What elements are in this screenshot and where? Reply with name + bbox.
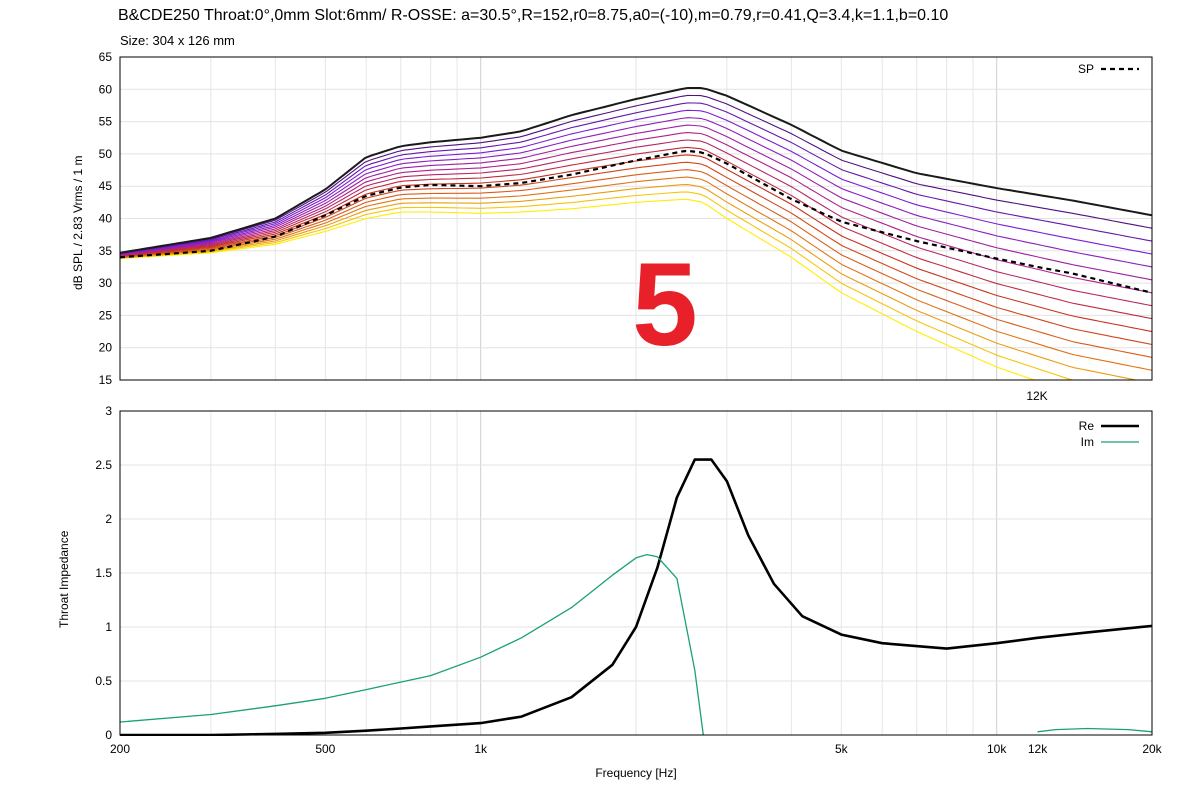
spl-y-tick-label: 30 <box>99 276 113 290</box>
impedance-x-ticks: 200 500 1k 5k 10k 12k 20k <box>110 742 1163 756</box>
spl-gradient-curve <box>120 154 1152 333</box>
spl-y-tick-label: 15 <box>99 373 113 387</box>
impedance-legend-label: Im <box>1081 435 1094 449</box>
impedance-y-tick-label: 0 <box>105 728 112 742</box>
spl-gradient-curve <box>120 184 1139 380</box>
impedance-y-tick-label: 0.5 <box>95 674 112 688</box>
impedance-x-tick-label: 1k <box>474 742 488 756</box>
spl-y-tick-label: 40 <box>99 212 113 226</box>
spl-gradient-curve <box>120 117 1152 268</box>
spl-gradient-curve <box>120 109 1152 255</box>
impedance-y-tick-label: 3 <box>105 404 112 418</box>
spl-gradient-curve <box>120 146 1152 320</box>
spl-gradient-curve <box>120 169 1152 358</box>
spl-y-tick-label: 45 <box>99 179 113 193</box>
spl-y-axis-label: dB SPL / 2.83 Vrms / 1 m <box>71 156 85 291</box>
impedance-x-tick-label: 500 <box>315 742 335 756</box>
impedance-y-axis-label: Throat Impedance <box>57 530 71 628</box>
chart-title: B&CDE250 Throat:0°,0mm Slot:6mm/ R-OSSE:… <box>118 7 948 24</box>
im-series-line <box>120 553 1152 736</box>
spl-y-ticks: 15 20 25 30 35 40 45 50 55 60 65 <box>99 50 113 387</box>
impedance-y-tick-label: 2 <box>105 512 112 526</box>
spl-y-tick-label: 25 <box>99 308 113 322</box>
impedance-x-tick-label: 200 <box>110 742 130 756</box>
impedance-plot-frame <box>119 410 1153 736</box>
spl-gradient-curve <box>120 124 1152 281</box>
spl-gradient-curve <box>120 198 1037 380</box>
impedance-x-tick-label: 20k <box>1142 742 1162 756</box>
spl-plot: 15 20 25 30 35 40 45 50 55 60 65 12K dB SPL / 2.83… <box>71 50 1153 403</box>
spl-x-extra-tick: 12K <box>1026 389 1047 403</box>
re-series-line <box>120 458 1152 736</box>
spl-legend-label: SP <box>1078 62 1094 76</box>
spl-y-tick-label: 60 <box>99 82 113 96</box>
spl-y-tick-label: 55 <box>99 115 113 129</box>
spl-y-tick-label: 35 <box>99 244 113 258</box>
size-subtitle: Size: 304 x 126 mm <box>120 33 235 48</box>
spl-curves <box>120 87 1152 380</box>
impedance-curves <box>120 458 1152 736</box>
impedance-y-tick-label: 2.5 <box>95 458 112 472</box>
overlay-number: 5 <box>632 239 698 371</box>
spl-y-tick-label: 65 <box>99 50 113 64</box>
spl-gradient-curve <box>120 102 1152 255</box>
impedance-plot: 0 0.5 1 1.5 2 2.5 3 200 500 1k 5k 10k 12k 20k Freque… <box>57 404 1163 780</box>
spl-gradient-curve <box>120 139 1152 307</box>
impedance-y-ticks: 0 0.5 1 1.5 2 2.5 3 <box>95 404 112 742</box>
spl-legend: SP <box>1078 62 1139 76</box>
spl-y-tick-label: 20 <box>99 341 113 355</box>
impedance-x-tick-label: 5k <box>835 742 849 756</box>
spl-gradient-curve <box>120 87 1152 254</box>
spl-gradient-curve <box>120 191 1075 380</box>
impedance-x-tick-label: 10k <box>987 742 1007 756</box>
spl-gradient-curve <box>120 94 1152 254</box>
impedance-y-tick-label: 1.5 <box>95 566 112 580</box>
spl-gradient-curve <box>120 176 1152 371</box>
impedance-legend-label: Re <box>1079 419 1095 433</box>
impedance-grid <box>120 410 1152 736</box>
impedance-x-axis-label: Frequency [Hz] <box>595 766 676 780</box>
impedance-x-tick-label: 12k <box>1028 742 1048 756</box>
impedance-legend: Re Im <box>1079 419 1139 449</box>
impedance-y-tick-label: 1 <box>105 620 112 634</box>
spl-y-tick-label: 50 <box>99 147 113 161</box>
spl-plot-frame <box>119 56 1153 381</box>
sp-dashed-series <box>120 149 1152 294</box>
